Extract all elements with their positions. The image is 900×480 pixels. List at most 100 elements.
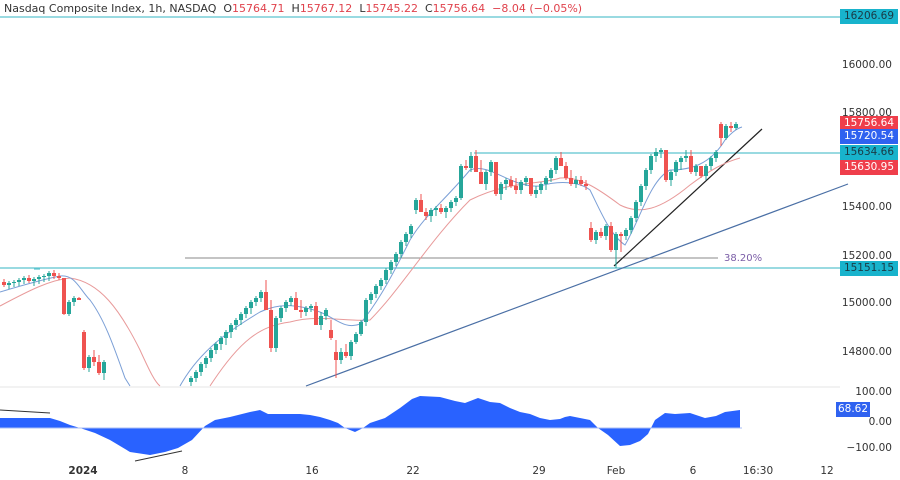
candle-body (664, 150, 668, 180)
price-tag: 16206.69 (840, 9, 898, 24)
low-label: L (359, 2, 366, 15)
candle-body (634, 202, 638, 218)
candle-body (519, 182, 523, 190)
candle-body (52, 273, 56, 276)
open-label: O (223, 2, 233, 15)
trendline-black (613, 128, 763, 267)
candle-body (62, 278, 66, 314)
candle-body (92, 357, 96, 362)
candle-body (514, 186, 518, 190)
candle-body (534, 190, 538, 194)
candle-body (57, 276, 61, 278)
candle-body (364, 300, 368, 322)
price-tick: 15200.00 (841, 250, 892, 262)
price-tick: 15400.00 (841, 201, 892, 213)
candle-body (399, 242, 403, 254)
time-tick: 2024 (68, 465, 98, 477)
candle-body (614, 234, 618, 250)
candle-body (644, 170, 648, 186)
price-tick: 16000.00 (841, 59, 892, 71)
candle-body (32, 279, 36, 281)
time-tick: 8 (181, 465, 189, 477)
price-tag: 15720.54 (840, 129, 898, 144)
candle-body (389, 262, 393, 270)
symbol-title: Nasdaq Composite Index, 1h, NASDAQ (4, 2, 217, 15)
divergence-line-bottom (134, 450, 183, 462)
oscillator-tick: −100.00 (846, 442, 892, 454)
candle-body (82, 332, 86, 368)
candle-body (649, 156, 653, 170)
price-tick: 14800.00 (841, 346, 892, 358)
price-tag: 15634.66 (840, 145, 898, 160)
candle-body (629, 218, 633, 230)
candle-body (189, 378, 193, 382)
candle-body (339, 352, 343, 360)
candle-body (279, 308, 283, 318)
candle-body (504, 180, 508, 184)
candle-body (729, 126, 733, 128)
candle-body (334, 352, 338, 360)
candle-body (484, 172, 488, 184)
candle-body (434, 208, 438, 210)
candle-body (724, 126, 728, 138)
candle-body (214, 344, 218, 350)
candle-body (284, 302, 288, 308)
candle-body (619, 234, 623, 236)
price-tag: 15630.95 (840, 160, 898, 175)
candle-body (294, 298, 298, 310)
candle-body (87, 357, 91, 368)
candle-body (304, 308, 308, 312)
time-tick: 22 (406, 465, 420, 477)
candle-body (97, 362, 101, 373)
candle-body (314, 306, 318, 325)
candle-body (264, 292, 268, 310)
candle-body (444, 208, 448, 212)
candle-body (72, 298, 76, 302)
candle-body (689, 156, 693, 172)
candle-body (679, 158, 683, 162)
candle-body (219, 338, 223, 344)
price-tick: 15000.00 (841, 297, 892, 309)
close-value: 15756.64 (432, 2, 486, 15)
candle-body (269, 310, 273, 348)
candle-body (474, 156, 478, 172)
candle-body (674, 162, 678, 172)
candle-body (384, 270, 388, 280)
candle-body (67, 302, 71, 314)
candle-body (549, 170, 553, 178)
candle-body (599, 232, 603, 236)
ma-slow-line (0, 157, 741, 387)
candle-body (669, 172, 673, 180)
candle-body (554, 158, 558, 170)
candle-body (579, 180, 583, 184)
candle-body (574, 180, 578, 184)
price-tag: 15756.64 (840, 116, 898, 131)
candle-body (17, 280, 21, 282)
time-tick: 16 (305, 465, 319, 477)
candle-body (609, 226, 613, 250)
candle-body (354, 334, 358, 342)
candle-body (584, 184, 588, 186)
candle-body (7, 283, 11, 285)
candle-body (259, 292, 263, 298)
candle-body (349, 342, 353, 356)
candle-body (394, 254, 398, 262)
oscillator-tick: 0.00 (868, 416, 892, 428)
oscillator-area (0, 396, 740, 455)
candle-body (494, 162, 498, 194)
candle-body (594, 232, 598, 240)
candle-body (379, 280, 383, 286)
candle-body (559, 158, 563, 166)
trendline-blue (305, 183, 849, 387)
time-tick: 29 (532, 465, 546, 477)
candle-body (439, 208, 443, 212)
fibonacci-label: 38.20% (724, 253, 762, 264)
candle-body (309, 306, 313, 308)
high-label: H (291, 2, 300, 15)
candle-body (2, 282, 6, 285)
candle-body (419, 200, 423, 212)
candle-body (449, 202, 453, 208)
candle-body (489, 162, 493, 172)
chart-header: Nasdaq Composite Index, 1h, NASDAQ O1576… (4, 2, 582, 15)
